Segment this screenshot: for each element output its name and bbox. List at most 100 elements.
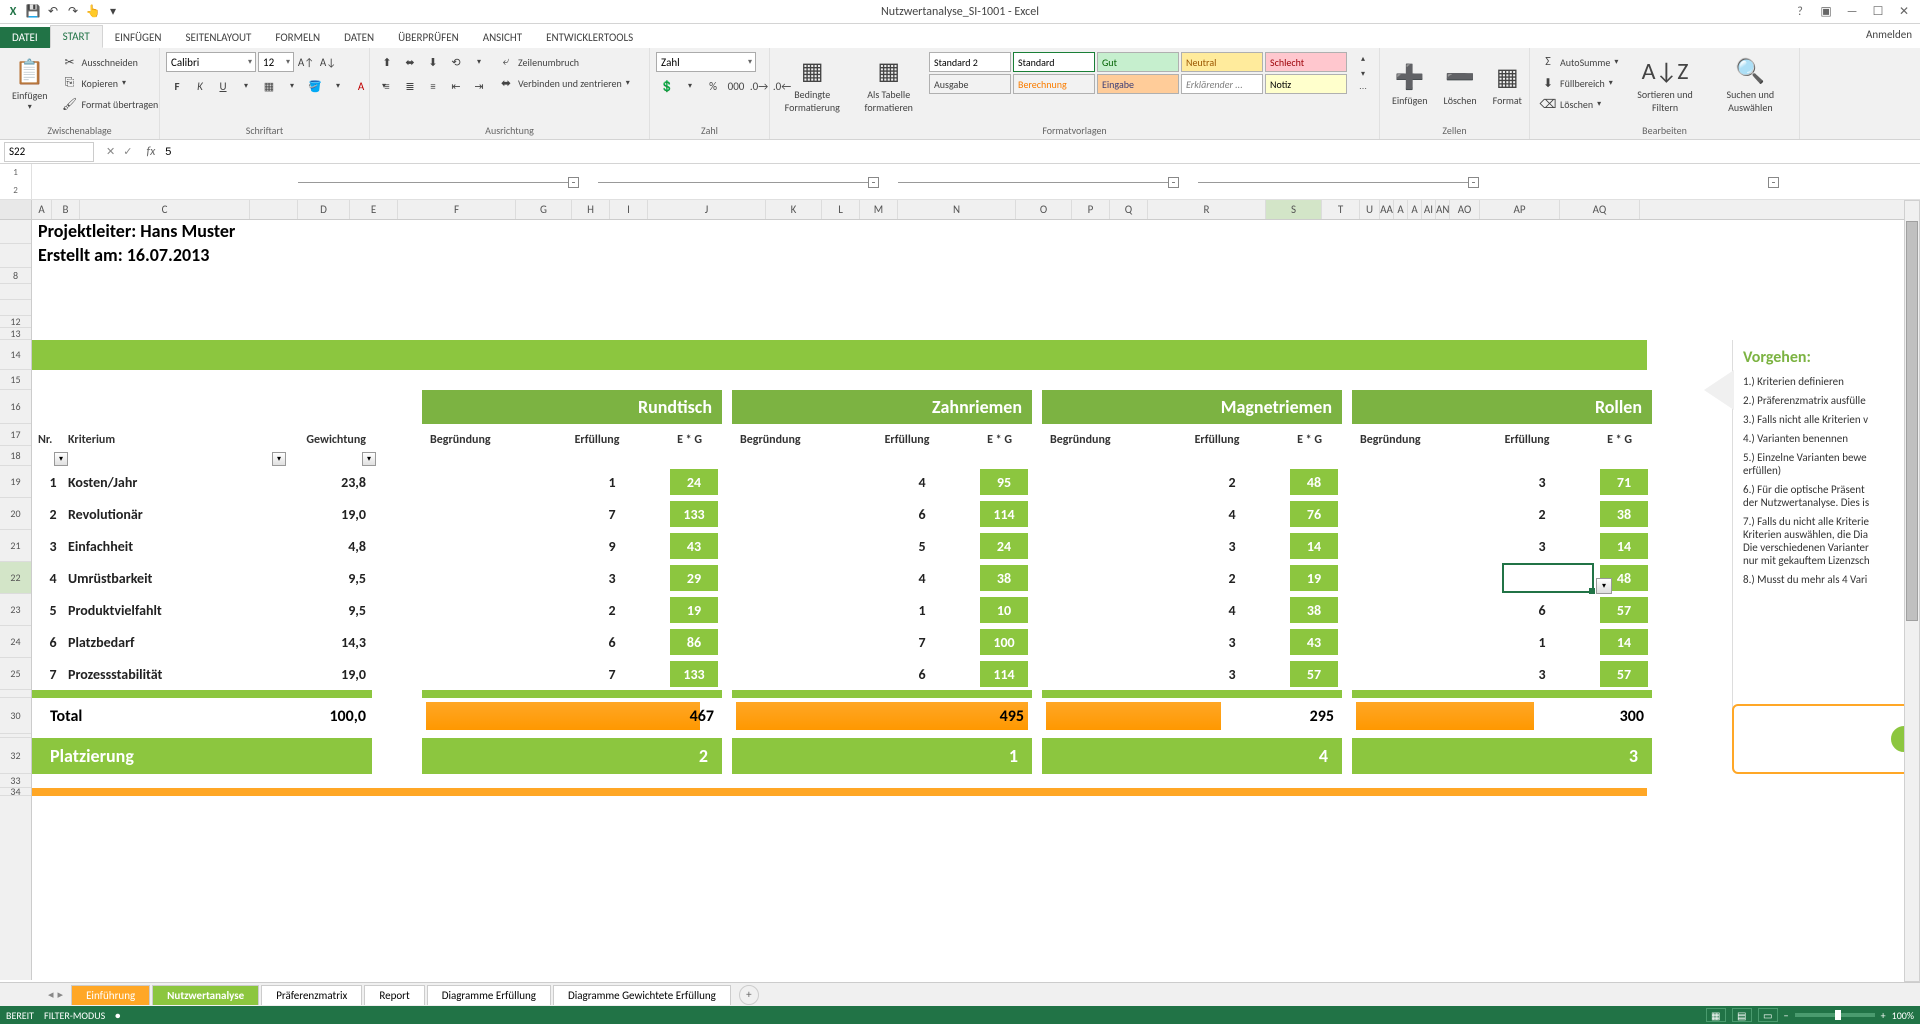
sheet-tab-diagramme-gewichtete-erf-llung[interactable]: Diagramme Gewichtete Erfüllung <box>553 985 731 1005</box>
row-header-17[interactable]: 17 <box>0 424 31 446</box>
cell-style-erkl-render-[interactable]: Erklärender ... <box>1181 74 1263 94</box>
bold-button[interactable]: F <box>166 76 188 96</box>
sheet-tab-diagramme-erf-llung[interactable]: Diagramme Erfüllung <box>427 985 551 1005</box>
col-header-S[interactable]: S <box>1266 200 1322 219</box>
format-painter-button[interactable]: 🖌Format übertragen <box>58 94 163 114</box>
row-header-19[interactable]: 19 <box>0 466 31 498</box>
sheet-nav-prev-icon[interactable]: ◂ <box>48 988 54 1001</box>
align-bottom-icon[interactable]: ⬇ <box>422 52 444 72</box>
ribbon-tab-datei[interactable]: DATEI <box>0 27 50 48</box>
outline-collapse-2[interactable]: − <box>1168 177 1179 188</box>
row-header-25[interactable]: 25 <box>0 658 31 690</box>
col-header-M[interactable]: M <box>860 200 898 219</box>
zoom-in-icon[interactable]: + <box>1881 1009 1886 1022</box>
col-header-U[interactable]: U <box>1360 200 1380 219</box>
row-header-32[interactable]: 32 <box>0 738 31 774</box>
row-header-24[interactable]: 24 <box>0 626 31 658</box>
ribbon-tab-ansicht[interactable]: ANSICHT <box>471 27 534 48</box>
excel-icon[interactable]: X <box>4 3 22 21</box>
view-layout-icon[interactable]: ▤ <box>1732 1008 1752 1022</box>
col-header-O[interactable]: O <box>1016 200 1072 219</box>
col-header-I[interactable]: I <box>610 200 648 219</box>
help-icon[interactable]: ? <box>1788 3 1812 21</box>
orientation-icon[interactable]: ⟲ <box>445 52 467 72</box>
border-button[interactable]: ▦ <box>258 76 280 96</box>
border-dd[interactable]: ▾ <box>281 76 303 96</box>
row-header-14[interactable]: 14 <box>0 340 31 370</box>
row-header-21[interactable]: 21 <box>0 530 31 562</box>
fill-color-button[interactable]: 🪣 <box>304 76 326 96</box>
cancel-formula-icon[interactable]: ✕ <box>106 145 115 158</box>
underline-button[interactable]: U <box>212 76 234 96</box>
increase-font-icon[interactable]: A↑ <box>296 52 316 72</box>
cell-style-standard[interactable]: Standard <box>1013 52 1095 72</box>
row-header-23[interactable]: 23 <box>0 594 31 626</box>
qat-redo-icon[interactable]: ↷ <box>64 3 82 21</box>
outline-collapse-4[interactable]: − <box>1768 177 1779 188</box>
signin-link[interactable]: Anmelden <box>1866 28 1912 41</box>
col-header-C[interactable]: C <box>80 200 250 219</box>
font-color-button[interactable]: A <box>350 76 372 96</box>
add-sheet-button[interactable]: + <box>739 985 759 1005</box>
sheet-tab-einf-hrung[interactable]: Einführung <box>71 985 150 1005</box>
row-header-22[interactable]: 22 <box>0 562 31 594</box>
ribbon-options-icon[interactable]: ▣ <box>1814 3 1838 21</box>
outline-level-1[interactable]: 1 <box>13 167 18 178</box>
row-header-blank[interactable] <box>0 244 31 268</box>
ribbon-tab-start[interactable]: START <box>50 25 103 48</box>
decrease-font-icon[interactable]: A↓ <box>318 52 338 72</box>
col-header-AQ[interactable]: AQ <box>1560 200 1640 219</box>
row-header-blank[interactable] <box>0 220 31 244</box>
row-header-13[interactable]: 13 <box>0 328 31 340</box>
formula-input[interactable] <box>161 142 1920 162</box>
insert-cells-button[interactable]: ➕Einfügen <box>1386 52 1434 118</box>
col-header-T[interactable]: T <box>1322 200 1360 219</box>
filter-gew[interactable]: ▾ <box>362 452 376 466</box>
row-header-blank[interactable] <box>0 690 31 698</box>
wrap-text-button[interactable]: ⤶Zeilenumbruch <box>494 52 634 72</box>
italic-button[interactable]: K <box>189 76 211 96</box>
ribbon-tab-einfügen[interactable]: EINFÜGEN <box>103 27 174 48</box>
ribbon-tab-entwicklertools[interactable]: ENTWICKLERTOOLS <box>534 27 645 48</box>
number-format-combo[interactable]: Zahl <box>656 52 756 72</box>
col-header-blank[interactable] <box>250 200 298 219</box>
col-header-R[interactable]: R <box>1148 200 1266 219</box>
merge-center-button[interactable]: ⬌Verbinden und zentrieren▾ <box>494 73 634 93</box>
currency-icon[interactable]: 💲 <box>656 76 678 96</box>
copy-button[interactable]: ⎘Kopieren▾ <box>58 73 163 93</box>
cell-style-standard-2[interactable]: Standard 2 <box>929 52 1011 72</box>
col-header-K[interactable]: K <box>766 200 822 219</box>
cell-style-notiz[interactable]: Notiz <box>1265 74 1347 94</box>
delete-cells-button[interactable]: ➖Löschen <box>1438 52 1483 118</box>
row-header-18[interactable]: 18 <box>0 446 31 466</box>
col-header-N[interactable]: N <box>898 200 1016 219</box>
col-header-A[interactable]: A <box>32 200 52 219</box>
worksheet[interactable]: Projektleiter: Hans MusterErstellt am: 1… <box>32 220 1920 980</box>
col-header-F[interactable]: F <box>398 200 516 219</box>
col-header-H[interactable]: H <box>572 200 610 219</box>
col-header-J[interactable]: J <box>648 200 766 219</box>
row-header-blank[interactable] <box>0 284 31 300</box>
sheet-nav-next-icon[interactable]: ▸ <box>58 988 64 1001</box>
align-center-icon[interactable]: ≣ <box>399 76 421 96</box>
vertical-scrollbar[interactable] <box>1904 200 1920 982</box>
sort-filter-button[interactable]: A↓ZSortieren und Filtern <box>1626 52 1703 118</box>
row-header-blank[interactable] <box>0 300 31 316</box>
row-header-16[interactable]: 16 <box>0 390 31 424</box>
col-header-G[interactable]: G <box>516 200 572 219</box>
styles-up-icon[interactable]: ▴ <box>1353 52 1373 66</box>
cell-style-gut[interactable]: Gut <box>1097 52 1179 72</box>
col-header-AN[interactable]: AN <box>1436 200 1450 219</box>
cut-button[interactable]: ✂Ausschneiden <box>58 52 163 72</box>
qat-save-icon[interactable]: 💾 <box>24 3 42 21</box>
col-header-D[interactable]: D <box>298 200 350 219</box>
qat-undo-icon[interactable]: ↶ <box>44 3 62 21</box>
ribbon-tab-formeln[interactable]: FORMELN <box>263 27 332 48</box>
align-left-icon[interactable]: ≡ <box>376 76 398 96</box>
cell-style-ausgabe[interactable]: Ausgabe <box>929 74 1011 94</box>
percent-icon[interactable]: % <box>702 76 724 96</box>
cell-style-neutral[interactable]: Neutral <box>1181 52 1263 72</box>
col-header-AO[interactable]: AO <box>1450 200 1480 219</box>
cell-style-schlecht[interactable]: Schlecht <box>1265 52 1347 72</box>
align-top-icon[interactable]: ⬆ <box>376 52 398 72</box>
